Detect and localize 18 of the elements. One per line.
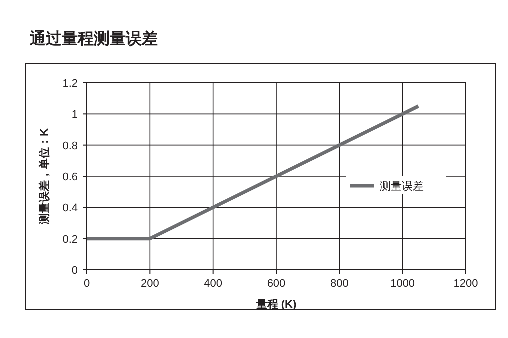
y-tick-label: 0.2 <box>62 234 78 246</box>
x-axis-title: 量程 (K) <box>255 299 297 311</box>
y-tick-label: 0.6 <box>62 172 78 184</box>
x-tick-label: 800 <box>330 278 349 290</box>
y-tick-label: 0.8 <box>62 140 78 152</box>
y-tick-label: 1.2 <box>62 78 78 90</box>
y-tick-label: 0.4 <box>62 202 78 215</box>
x-tick-label: 0 <box>84 278 90 290</box>
x-tick-label: 400 <box>204 278 223 290</box>
x-tick-label: 1200 <box>454 278 478 290</box>
y-axis-title: 测量误差，单位：K <box>38 128 51 226</box>
y-tick-label: 1 <box>72 109 78 122</box>
x-tick-label: 200 <box>140 278 160 290</box>
y-tick-label: 0 <box>72 265 78 277</box>
x-tick-label: 1000 <box>390 278 416 290</box>
legend-label: 测量误差 <box>380 181 424 193</box>
x-tick-label: 600 <box>267 278 286 290</box>
chart-title: 通过量程测量误差 <box>29 30 158 48</box>
